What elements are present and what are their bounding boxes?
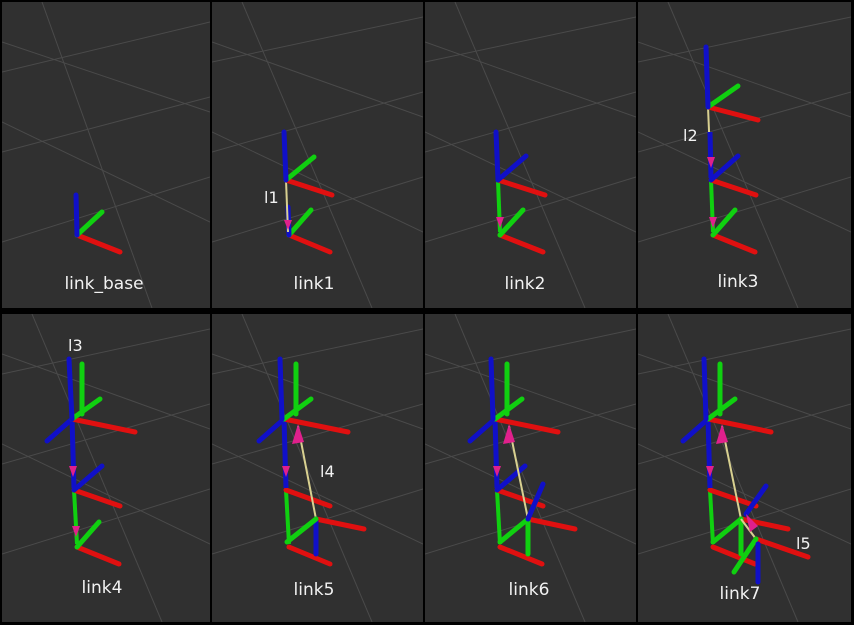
x-axis [74, 232, 123, 255]
arrow [284, 220, 292, 230]
frame-link-base [73, 192, 123, 255]
arrow [292, 424, 304, 444]
floor-grid [2, 314, 210, 622]
z-axis [73, 192, 80, 238]
panel-link5: l4 link5 [212, 314, 423, 622]
frame-link4 [44, 356, 138, 444]
floor-grid [212, 2, 423, 308]
panel-link3: l2 link3 [638, 2, 851, 308]
floor-grid [638, 2, 851, 308]
frame-link7 [731, 536, 811, 585]
frame-link2 [708, 153, 759, 198]
panel-link-base: link_base [2, 2, 210, 308]
panel-label: link5 [293, 580, 335, 600]
panel-link1: l1 link1 [212, 2, 423, 308]
frame-canvas [425, 314, 636, 622]
panel-label: link2 [504, 274, 546, 294]
segment-label: l2 [683, 126, 698, 145]
frame-link-base [497, 207, 546, 255]
floor-grid [2, 2, 210, 308]
segment-label: l4 [320, 462, 335, 481]
arrow [496, 217, 504, 228]
segment-label: l3 [68, 336, 83, 355]
frame-link-base [74, 519, 122, 567]
frame-canvas [2, 314, 210, 622]
panel-link6: link6 [425, 314, 636, 622]
panel-link7: l5 link7 [638, 314, 851, 622]
frame-link3 [703, 44, 761, 123]
frame-link1 [281, 129, 335, 198]
panel-label: link6 [508, 580, 550, 600]
panel-label: link4 [81, 578, 123, 598]
frame-canvas [212, 2, 423, 308]
floor-grid [638, 314, 851, 622]
panel-link2: link2 [425, 2, 636, 308]
segment-label: l5 [796, 534, 811, 553]
panel-label: link7 [719, 584, 761, 604]
floor-grid [212, 314, 423, 622]
panel-label: link3 [717, 272, 759, 292]
floor-grid [425, 2, 636, 308]
panel-label: link1 [293, 274, 335, 294]
frame-link5 [284, 516, 367, 557]
panel-label: link_base [64, 274, 144, 294]
frame-link2 [493, 129, 548, 198]
panel-link4: l3 link4 [2, 314, 210, 622]
frame-canvas [638, 2, 851, 308]
y-axis [74, 209, 105, 238]
segment-label: l1 [264, 188, 279, 207]
floor-grid [425, 314, 636, 622]
frame-link6 [497, 481, 578, 557]
frame-canvas [425, 2, 636, 308]
frame-link-base [710, 207, 758, 255]
frame-canvas [638, 314, 851, 622]
frame-link-base [285, 204, 333, 255]
frame-canvas [212, 314, 423, 622]
frame-canvas [2, 2, 210, 308]
